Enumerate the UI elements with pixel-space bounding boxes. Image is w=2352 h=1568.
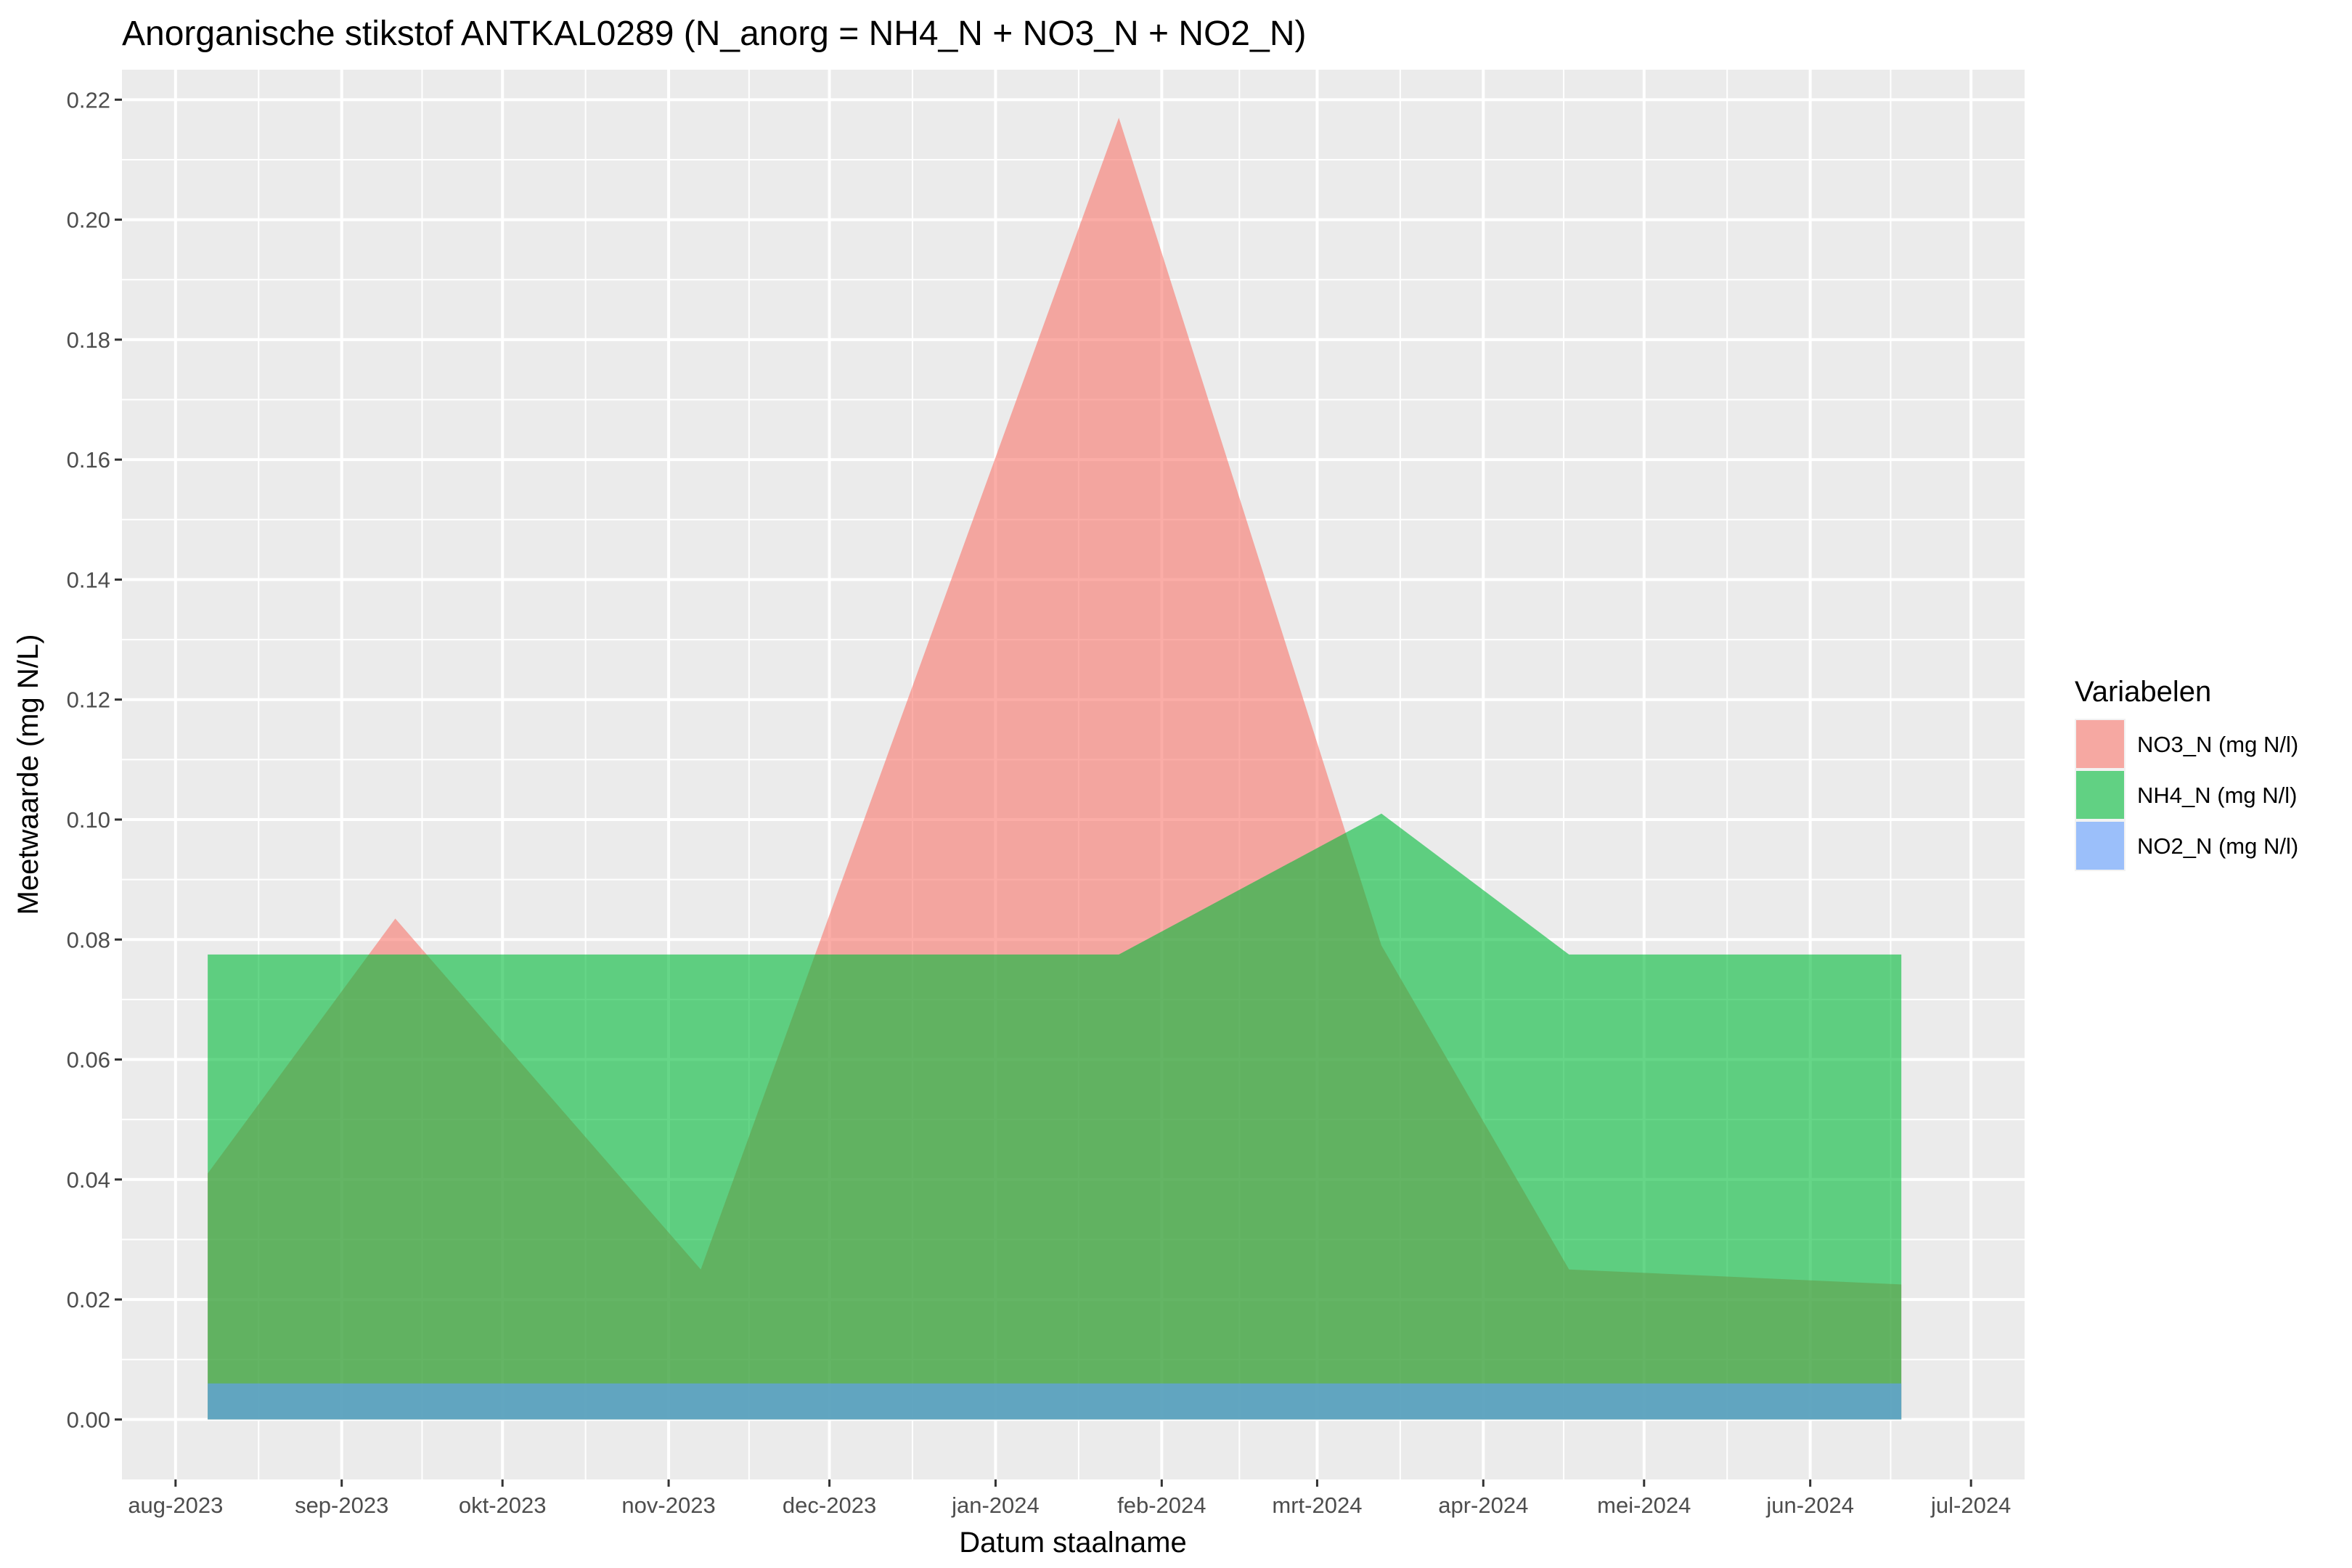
- x-tick-label: mei-2024: [1597, 1493, 1691, 1518]
- y-axis: 0.00 0.02 0.04 0.06 0.08 0.10 0.12 0.14 0.16 0.18…: [67, 87, 122, 1432]
- x-tick-label: dec-2023: [783, 1493, 876, 1518]
- legend-title: Variabelen: [2075, 676, 2211, 708]
- x-tick-label: apr-2024: [1438, 1493, 1528, 1518]
- y-tick-label: 0.02: [67, 1287, 110, 1312]
- legend: Variabelen NO3_N (mg N/l) NH4_N (mg N/l) N…: [2075, 676, 2298, 871]
- y-tick-label: 0.00: [67, 1407, 110, 1432]
- y-tick-label: 0.04: [67, 1167, 110, 1193]
- y-tick-label: 0.14: [67, 567, 110, 592]
- legend-label: NH4_N (mg N/l): [2137, 783, 2297, 808]
- y-tick-label: 0.22: [67, 87, 110, 113]
- x-tick-label: jan-2024: [951, 1493, 1040, 1518]
- area-no2: [208, 1383, 1902, 1420]
- legend-key-swatch: [2076, 720, 2124, 768]
- x-tick-label: jul-2024: [1930, 1493, 2011, 1518]
- x-tick-label: jun-2024: [1765, 1493, 1854, 1518]
- legend-label: NO3_N (mg N/l): [2137, 732, 2298, 757]
- x-tick-label: mrt-2024: [1272, 1493, 1362, 1518]
- x-axis-title: Datum staalname: [959, 1527, 1186, 1559]
- y-tick-label: 0.08: [67, 927, 110, 952]
- chart-title: Anorganische stikstof ANTKAL0289 (N_anor…: [122, 15, 1306, 53]
- legend-key-swatch: [2076, 822, 2124, 870]
- y-tick-label: 0.16: [67, 447, 110, 473]
- y-tick-label: 0.12: [67, 687, 110, 713]
- x-axis: aug-2023 sep-2023 okt-2023 nov-2023 dec-2023…: [128, 1479, 2011, 1518]
- area-nh4: [208, 813, 1902, 1420]
- area-series: [208, 118, 1902, 1420]
- x-tick-label: okt-2023: [459, 1493, 547, 1518]
- x-tick-label: feb-2024: [1117, 1493, 1206, 1518]
- x-tick-label: sep-2023: [295, 1493, 388, 1518]
- legend-key-swatch: [2076, 771, 2124, 819]
- y-tick-label: 0.10: [67, 807, 110, 833]
- area-no3: [208, 118, 1902, 1420]
- y-tick-label: 0.20: [67, 208, 110, 233]
- y-tick-label: 0.18: [67, 327, 110, 353]
- y-axis-title: Meetwaarde (mg N/L): [12, 634, 44, 915]
- legend-label: NO2_N (mg N/l): [2137, 833, 2298, 859]
- x-tick-label: nov-2023: [621, 1493, 715, 1518]
- x-tick-label: aug-2023: [128, 1493, 223, 1518]
- y-tick-label: 0.06: [67, 1048, 110, 1073]
